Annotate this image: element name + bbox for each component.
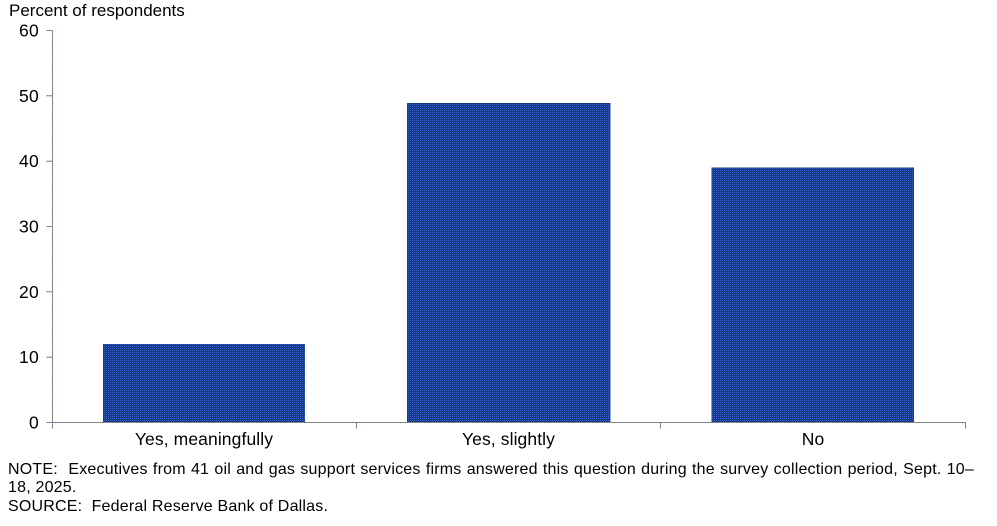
- svg-text:40: 40: [19, 151, 39, 171]
- svg-text:20: 20: [19, 282, 39, 302]
- svg-text:30: 30: [19, 217, 39, 237]
- svg-text:0: 0: [29, 413, 39, 433]
- svg-text:Yes, meaningfully: Yes, meaningfully: [135, 429, 273, 449]
- svg-text:No: No: [802, 429, 825, 449]
- svg-text:10: 10: [19, 347, 39, 367]
- svg-text:50: 50: [19, 86, 39, 106]
- svg-text:Yes, slightly: Yes, slightly: [462, 429, 555, 449]
- svg-text:60: 60: [19, 21, 39, 41]
